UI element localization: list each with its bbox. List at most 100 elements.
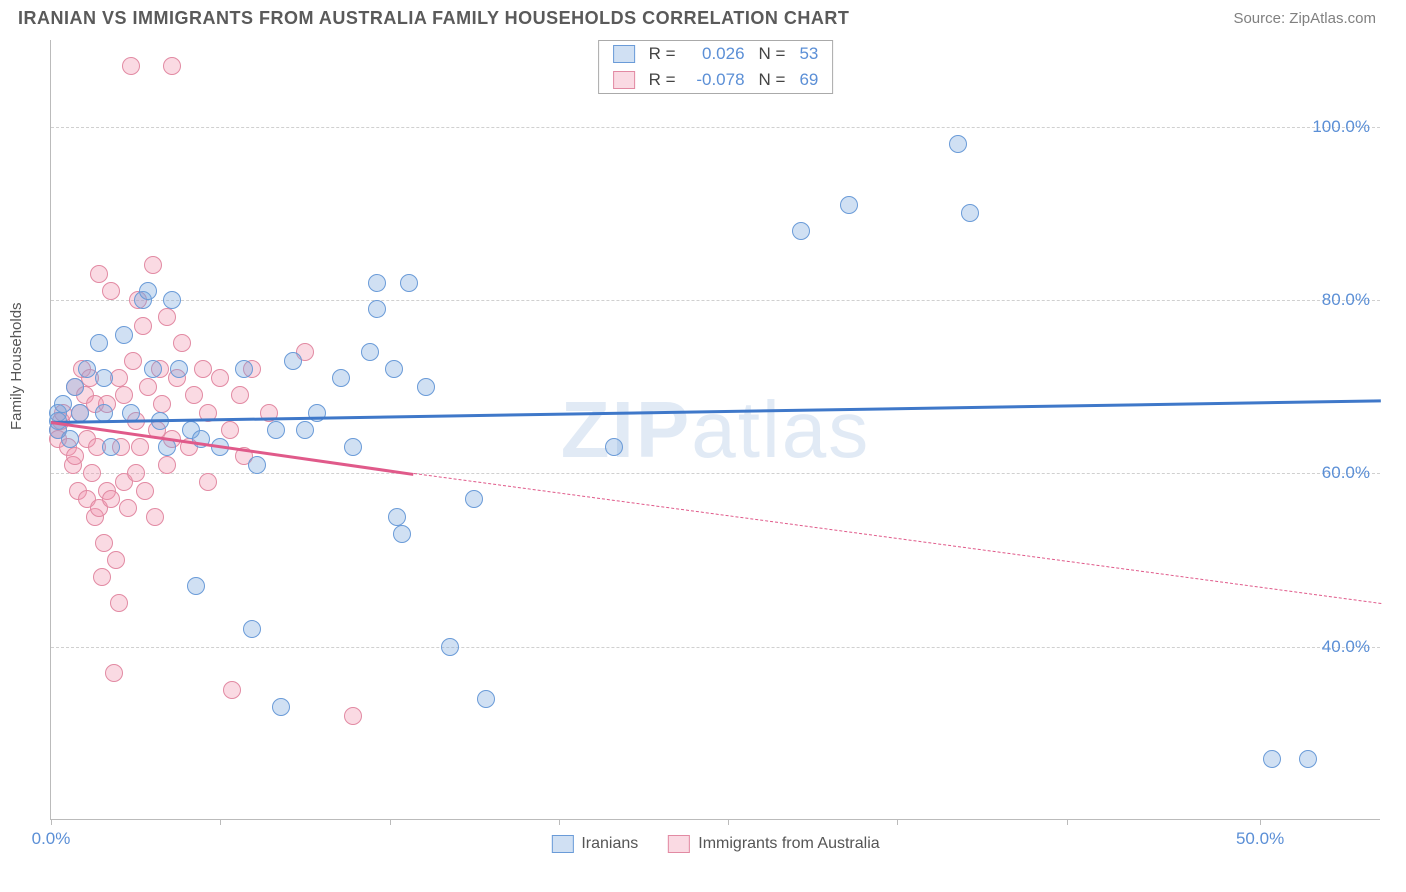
data-point-series2: [115, 386, 133, 404]
data-point-series1: [344, 438, 362, 456]
data-point-series2: [119, 499, 137, 517]
y-axis-label: Family Households: [8, 302, 25, 430]
x-tick: [51, 819, 52, 825]
legend-swatch-icon: [613, 71, 635, 89]
data-point-series2: [158, 308, 176, 326]
data-point-series2: [163, 57, 181, 75]
legend-item-label: Immigrants from Australia: [698, 835, 879, 853]
data-point-series2: [146, 508, 164, 526]
y-tick-label: 80.0%: [1322, 290, 1370, 310]
x-tick: [390, 819, 391, 825]
trend-line-series1: [51, 400, 1381, 425]
x-tick: [1067, 819, 1068, 825]
gridline: [51, 300, 1380, 301]
trend-line-series2: [414, 473, 1381, 604]
data-point-series1: [78, 360, 96, 378]
data-point-series2: [199, 473, 217, 491]
data-point-series2: [124, 352, 142, 370]
data-point-series1: [95, 369, 113, 387]
data-point-series2: [211, 369, 229, 387]
data-point-series1: [400, 274, 418, 292]
data-point-series1: [66, 378, 84, 396]
data-point-series1: [1299, 750, 1317, 768]
data-point-series2: [122, 57, 140, 75]
data-point-series2: [102, 490, 120, 508]
y-tick-label: 60.0%: [1322, 463, 1370, 483]
data-point-series2: [102, 282, 120, 300]
data-point-series2: [185, 386, 203, 404]
legend-item-label: Iranians: [581, 835, 638, 853]
data-point-series1: [385, 360, 403, 378]
data-point-series2: [144, 256, 162, 274]
stat-value-r: -0.078: [690, 70, 745, 90]
data-point-series1: [368, 274, 386, 292]
data-point-series1: [961, 204, 979, 222]
x-tick-label: 50.0%: [1236, 829, 1284, 849]
data-point-series2: [134, 317, 152, 335]
data-point-series2: [110, 594, 128, 612]
data-point-series2: [223, 681, 241, 699]
stat-value-r: 0.026: [690, 44, 745, 64]
data-point-series1: [792, 222, 810, 240]
stat-value-n: 53: [799, 44, 818, 64]
data-point-series1: [115, 326, 133, 344]
data-point-series1: [139, 282, 157, 300]
data-point-series1: [465, 490, 483, 508]
data-point-series1: [417, 378, 435, 396]
data-point-series1: [949, 135, 967, 153]
data-point-series1: [361, 343, 379, 361]
stats-legend-box: R =0.026N =53R =-0.078N =69: [598, 40, 834, 94]
data-point-series1: [605, 438, 623, 456]
data-point-series1: [368, 300, 386, 318]
legend-swatch-icon: [551, 835, 573, 853]
data-point-series1: [393, 525, 411, 543]
data-point-series1: [248, 456, 266, 474]
legend-item: Immigrants from Australia: [668, 835, 879, 853]
data-point-series1: [243, 620, 261, 638]
data-point-series1: [272, 698, 290, 716]
data-point-series2: [83, 464, 101, 482]
data-point-series1: [187, 577, 205, 595]
data-point-series1: [296, 421, 314, 439]
data-point-series1: [144, 360, 162, 378]
x-tick-label: 0.0%: [32, 829, 71, 849]
data-point-series1: [284, 352, 302, 370]
data-point-series1: [1263, 750, 1281, 768]
data-point-series2: [90, 265, 108, 283]
data-point-series2: [194, 360, 212, 378]
data-point-series1: [235, 360, 253, 378]
stat-label-n: N =: [759, 44, 786, 64]
data-point-series1: [163, 291, 181, 309]
data-point-series1: [267, 421, 285, 439]
data-point-series1: [61, 430, 79, 448]
data-point-series1: [95, 404, 113, 422]
legend-item: Iranians: [551, 835, 638, 853]
stat-label-r: R =: [649, 70, 676, 90]
data-point-series1: [477, 690, 495, 708]
series-legend: Iranians Immigrants from Australia: [551, 835, 879, 853]
data-point-series2: [131, 438, 149, 456]
data-point-series2: [136, 482, 154, 500]
stats-legend-row: R =-0.078N =69: [599, 67, 833, 93]
x-tick: [559, 819, 560, 825]
data-point-series2: [105, 664, 123, 682]
stat-value-n: 69: [799, 70, 818, 90]
data-point-series1: [71, 404, 89, 422]
data-point-series1: [102, 438, 120, 456]
data-point-series1: [170, 360, 188, 378]
data-point-series1: [388, 508, 406, 526]
x-tick: [728, 819, 729, 825]
data-point-series2: [231, 386, 249, 404]
chart-title: IRANIAN VS IMMIGRANTS FROM AUSTRALIA FAM…: [18, 8, 849, 29]
x-tick: [220, 819, 221, 825]
data-point-series2: [127, 464, 145, 482]
x-tick: [1260, 819, 1261, 825]
data-point-series2: [93, 568, 111, 586]
gridline: [51, 647, 1380, 648]
data-point-series2: [95, 534, 113, 552]
data-point-series1: [90, 334, 108, 352]
data-point-series2: [158, 456, 176, 474]
y-tick-label: 100.0%: [1312, 117, 1370, 137]
y-tick-label: 40.0%: [1322, 637, 1370, 657]
data-point-series1: [840, 196, 858, 214]
